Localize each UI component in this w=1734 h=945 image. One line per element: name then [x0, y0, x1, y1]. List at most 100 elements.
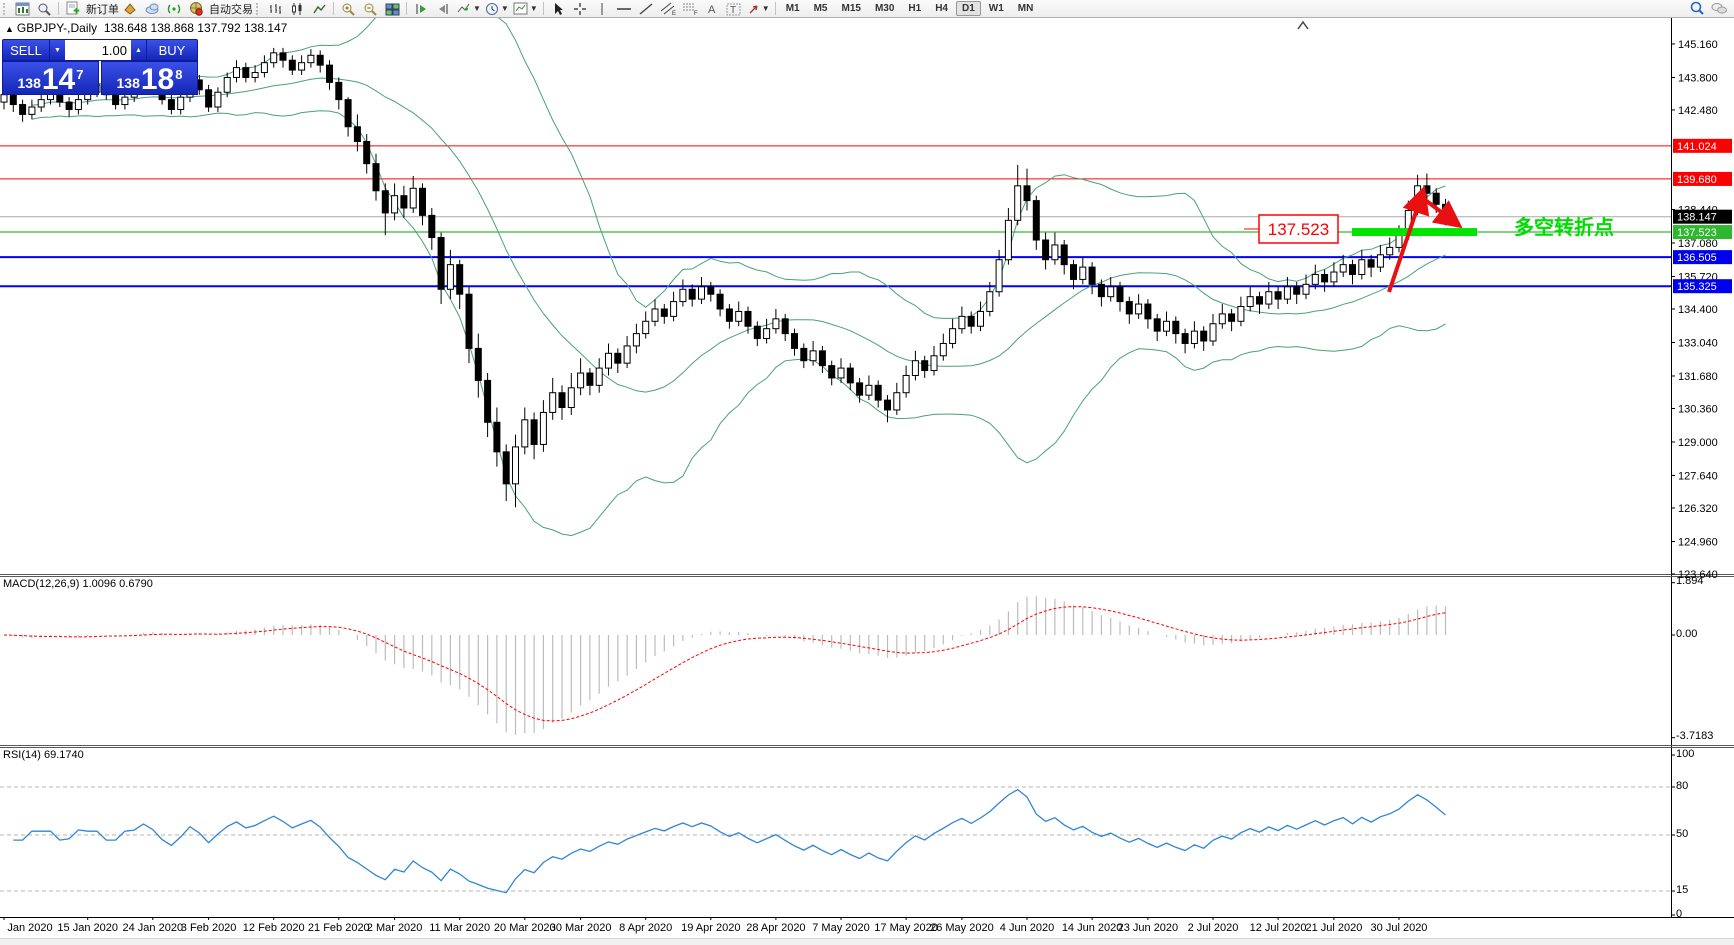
- timeframe-button-D1[interactable]: D1: [956, 1, 981, 16]
- svg-text:24 Jan 2020: 24 Jan 2020: [123, 922, 184, 934]
- new-order-label[interactable]: 新订单: [86, 3, 119, 16]
- toolbar: 新订单 自动交易 ▼ ▼ ▼ E F A T ▼ M1 M5 M15 M30 H1 H4 D…: [0, 0, 1734, 18]
- price-badge: 141.024: [1673, 138, 1732, 153]
- channel-icon[interactable]: E: [657, 1, 679, 17]
- autotrade-label[interactable]: 自动交易: [209, 3, 253, 16]
- timeframe-button-H1[interactable]: H1: [908, 3, 922, 14]
- svg-text:2 Mar 2020: 2 Mar 2020: [367, 922, 423, 934]
- timeframe-button-M30[interactable]: M30: [874, 3, 895, 14]
- svg-text:17 May 2020: 17 May 2020: [874, 922, 938, 934]
- chart-shift-icon[interactable]: [432, 1, 454, 17]
- svg-text:15 Jan 2020: 15 Jan 2020: [57, 922, 118, 934]
- svg-text:F: F: [694, 11, 698, 16]
- autotrade-icon[interactable]: [185, 1, 207, 17]
- toolbar-grip: [256, 2, 261, 15]
- svg-text:124.960: 124.960: [1678, 536, 1718, 548]
- svg-text:123.640: 123.640: [1678, 569, 1718, 581]
- timeframe-button-W1[interactable]: W1: [988, 3, 1004, 14]
- candlestick-chart-icon[interactable]: [286, 1, 308, 17]
- templates-icon[interactable]: ▼: [511, 1, 540, 17]
- status-strip: [0, 938, 1734, 945]
- periods-icon[interactable]: ▼: [483, 1, 511, 17]
- svg-text:139.680: 139.680: [1677, 174, 1717, 186]
- zoom-in-icon[interactable]: [337, 1, 359, 17]
- text-tool-icon[interactable]: A: [701, 1, 723, 17]
- toolbar-separator: [406, 2, 407, 15]
- macd-axis-zero: 0.00: [1676, 628, 1698, 640]
- chat-icon[interactable]: [1708, 1, 1730, 17]
- publish-cloud-icon[interactable]: [141, 1, 163, 17]
- svg-text:30 Jul 2020: 30 Jul 2020: [1371, 922, 1428, 934]
- svg-text:21 Feb 2020: 21 Feb 2020: [308, 922, 370, 934]
- collapse-panel-icon[interactable]: ▲: [5, 24, 14, 34]
- price-badge: 137.523: [1673, 225, 1732, 240]
- toolbar-separator: [542, 2, 544, 15]
- sell-price-display[interactable]: 138 14 7: [2, 61, 99, 95]
- zoom-out-icon[interactable]: [359, 1, 381, 17]
- dropdown-arrow-icon: ▼: [761, 4, 770, 13]
- timeframe-button-M1[interactable]: M1: [785, 3, 800, 14]
- trendline-icon[interactable]: [635, 1, 657, 17]
- svg-text:131.680: 131.680: [1678, 371, 1718, 383]
- volume-control: ▼ 1.00 ▲: [50, 39, 146, 61]
- svg-text:4 Jun 2020: 4 Jun 2020: [1000, 922, 1054, 934]
- price-badge: 136.505: [1673, 250, 1732, 265]
- timeframe-button-M5[interactable]: M5: [813, 3, 828, 14]
- crosshair-icon[interactable]: [569, 1, 591, 17]
- svg-text:30 Mar 2020: 30 Mar 2020: [550, 922, 612, 934]
- signal-icon[interactable]: [163, 1, 185, 17]
- new-order-icon[interactable]: [62, 1, 84, 17]
- chart-window-icon[interactable]: [11, 1, 33, 17]
- search-icon[interactable]: [1686, 1, 1708, 17]
- vertical-line-icon[interactable]: [591, 1, 613, 17]
- svg-text:130.360: 130.360: [1678, 403, 1718, 415]
- red-arrow-up: [1387, 185, 1430, 293]
- market-watch-icon[interactable]: [33, 1, 55, 17]
- line-chart-icon[interactable]: [308, 1, 330, 17]
- red-arrow-down: [1422, 197, 1463, 229]
- autoscroll-icon[interactable]: [410, 1, 432, 17]
- svg-text:A: A: [708, 4, 716, 16]
- dropdown-arrow-icon: ▼: [500, 4, 509, 13]
- volume-input[interactable]: 1.00: [65, 40, 131, 60]
- timeframe-button-MN[interactable]: MN: [1017, 3, 1034, 14]
- horizontal-line-icon[interactable]: [613, 1, 635, 17]
- svg-text:136.505: 136.505: [1677, 252, 1717, 264]
- toolbar-grip: [3, 2, 8, 15]
- sell-button[interactable]: SELL: [2, 39, 50, 61]
- price-badge: 135.325: [1673, 279, 1732, 294]
- svg-text:2 Jul 2020: 2 Jul 2020: [1188, 922, 1239, 934]
- arrows-tool-icon[interactable]: ▼: [745, 1, 772, 17]
- cursor-icon[interactable]: [547, 1, 569, 17]
- rsi-axis-100: 100: [1676, 748, 1695, 760]
- indicators-icon[interactable]: ▼: [454, 1, 483, 17]
- text-label-icon[interactable]: T: [723, 1, 745, 17]
- svg-text:129.000: 129.000: [1678, 437, 1718, 449]
- svg-text:8 Apr 2020: 8 Apr 2020: [619, 922, 672, 934]
- styles-bucket-icon[interactable]: [119, 1, 141, 17]
- svg-text:7 May 2020: 7 May 2020: [812, 922, 869, 934]
- svg-text:Jan 2020: Jan 2020: [7, 922, 52, 934]
- annotations: 137.523 多空转折点: [1244, 20, 1614, 293]
- scroll-marker-icon: [1297, 20, 1309, 30]
- buy-price-point: 8: [175, 67, 183, 82]
- timeframe-button-M15[interactable]: M15: [841, 3, 861, 14]
- buy-button[interactable]: BUY: [146, 39, 198, 61]
- tile-windows-icon[interactable]: [381, 1, 403, 17]
- bar-chart-icon[interactable]: [264, 1, 286, 17]
- timeframe-button-H4[interactable]: H4: [935, 3, 948, 14]
- svg-text:11 Mar 2020: 11 Mar 2020: [429, 922, 490, 934]
- symbol-period-label: GBPJPY-,Daily: [16, 21, 98, 35]
- chart-title: ▲ GBPJPY-,Daily 138.648 138.868 137.792 1…: [5, 21, 287, 35]
- dropdown-arrow-icon: ▼: [529, 4, 538, 13]
- fibonacci-icon[interactable]: F: [679, 1, 701, 17]
- price-badge: 139.680: [1673, 171, 1732, 186]
- svg-text:135.325: 135.325: [1677, 281, 1717, 293]
- svg-text:12 Jul 2020: 12 Jul 2020: [1250, 922, 1307, 934]
- price-badge: 138.147: [1673, 209, 1732, 224]
- volume-up-button[interactable]: ▲: [131, 40, 146, 60]
- volume-down-button[interactable]: ▼: [50, 40, 65, 60]
- buy-price-display[interactable]: 138 18 8: [101, 61, 198, 95]
